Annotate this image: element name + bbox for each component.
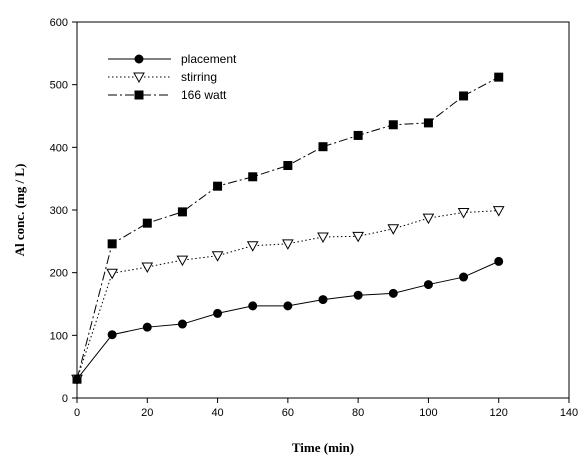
data-point <box>492 206 505 217</box>
data-point <box>494 72 504 82</box>
data-point <box>423 118 433 128</box>
data-point <box>213 181 223 191</box>
data-point <box>141 262 154 274</box>
legend-label: 166 watt <box>181 88 227 102</box>
data-point <box>142 218 152 228</box>
data-point <box>248 172 258 182</box>
data-point <box>388 288 398 298</box>
data-point <box>177 319 187 329</box>
legend: placement stirring 166 watt <box>108 52 237 102</box>
data-point <box>107 239 117 249</box>
data-point <box>246 241 259 252</box>
data-point <box>282 239 294 250</box>
data-point <box>459 91 469 101</box>
legend-marker <box>133 72 145 84</box>
data-point <box>388 120 398 130</box>
legend-item: 166 watt <box>108 88 227 102</box>
x-tick-label: 100 <box>419 407 437 419</box>
data-point <box>72 374 82 384</box>
series-line <box>76 76 499 380</box>
data-point <box>283 161 293 171</box>
legend-marker <box>134 90 144 100</box>
y-tick-label: 400 <box>50 142 68 154</box>
x-axis-title: Time (min) <box>292 440 354 455</box>
legend-marker <box>134 54 144 64</box>
y-tick-label: 100 <box>50 330 68 342</box>
data-point <box>177 207 187 217</box>
data-point <box>318 295 328 305</box>
data-point <box>248 301 258 311</box>
data-point <box>457 208 470 219</box>
x-tick-label: 60 <box>282 407 294 419</box>
y-tick-label: 500 <box>50 80 68 92</box>
series-placement <box>72 256 504 384</box>
series-line <box>76 260 499 380</box>
data-point <box>352 231 364 243</box>
series-line <box>76 210 499 380</box>
data-point <box>459 272 469 282</box>
data-point <box>211 251 224 262</box>
data-point <box>107 330 117 340</box>
y-axis-title: Al conc. (mg / L) <box>12 164 27 257</box>
data-point <box>106 268 118 280</box>
data-point <box>176 255 189 267</box>
data-point <box>142 322 152 332</box>
legend-item: stirring <box>108 70 217 84</box>
data-point <box>387 224 400 235</box>
y-tick-label: 200 <box>50 268 68 280</box>
data-point <box>283 301 293 311</box>
series-stirring <box>71 206 505 386</box>
axes: 0 20 40 60 80 100 120 140 0 100 200 300 400 500 600 <box>50 17 579 419</box>
x-tick-label: 120 <box>490 407 508 419</box>
x-tick-label: 0 <box>74 407 80 419</box>
y-tick-label: 0 <box>62 393 68 405</box>
x-tick-label: 140 <box>560 407 578 419</box>
data-point <box>318 142 328 152</box>
legend-item: placement <box>108 52 237 66</box>
data-point <box>494 256 504 266</box>
data-point <box>422 213 435 225</box>
x-tick-label: 20 <box>141 407 153 419</box>
data-point <box>317 232 329 243</box>
data-point <box>353 290 363 300</box>
series-166-watt <box>72 72 504 384</box>
legend-label: placement <box>181 52 237 66</box>
series-layer <box>71 72 505 386</box>
data-point <box>353 130 363 140</box>
x-tick-label: 80 <box>352 407 364 419</box>
legend-label: stirring <box>181 70 217 84</box>
y-tick-label: 300 <box>50 205 68 217</box>
x-tick-label: 40 <box>211 407 223 419</box>
data-point <box>213 308 223 318</box>
data-point <box>423 280 433 290</box>
y-tick-label: 600 <box>50 17 68 29</box>
